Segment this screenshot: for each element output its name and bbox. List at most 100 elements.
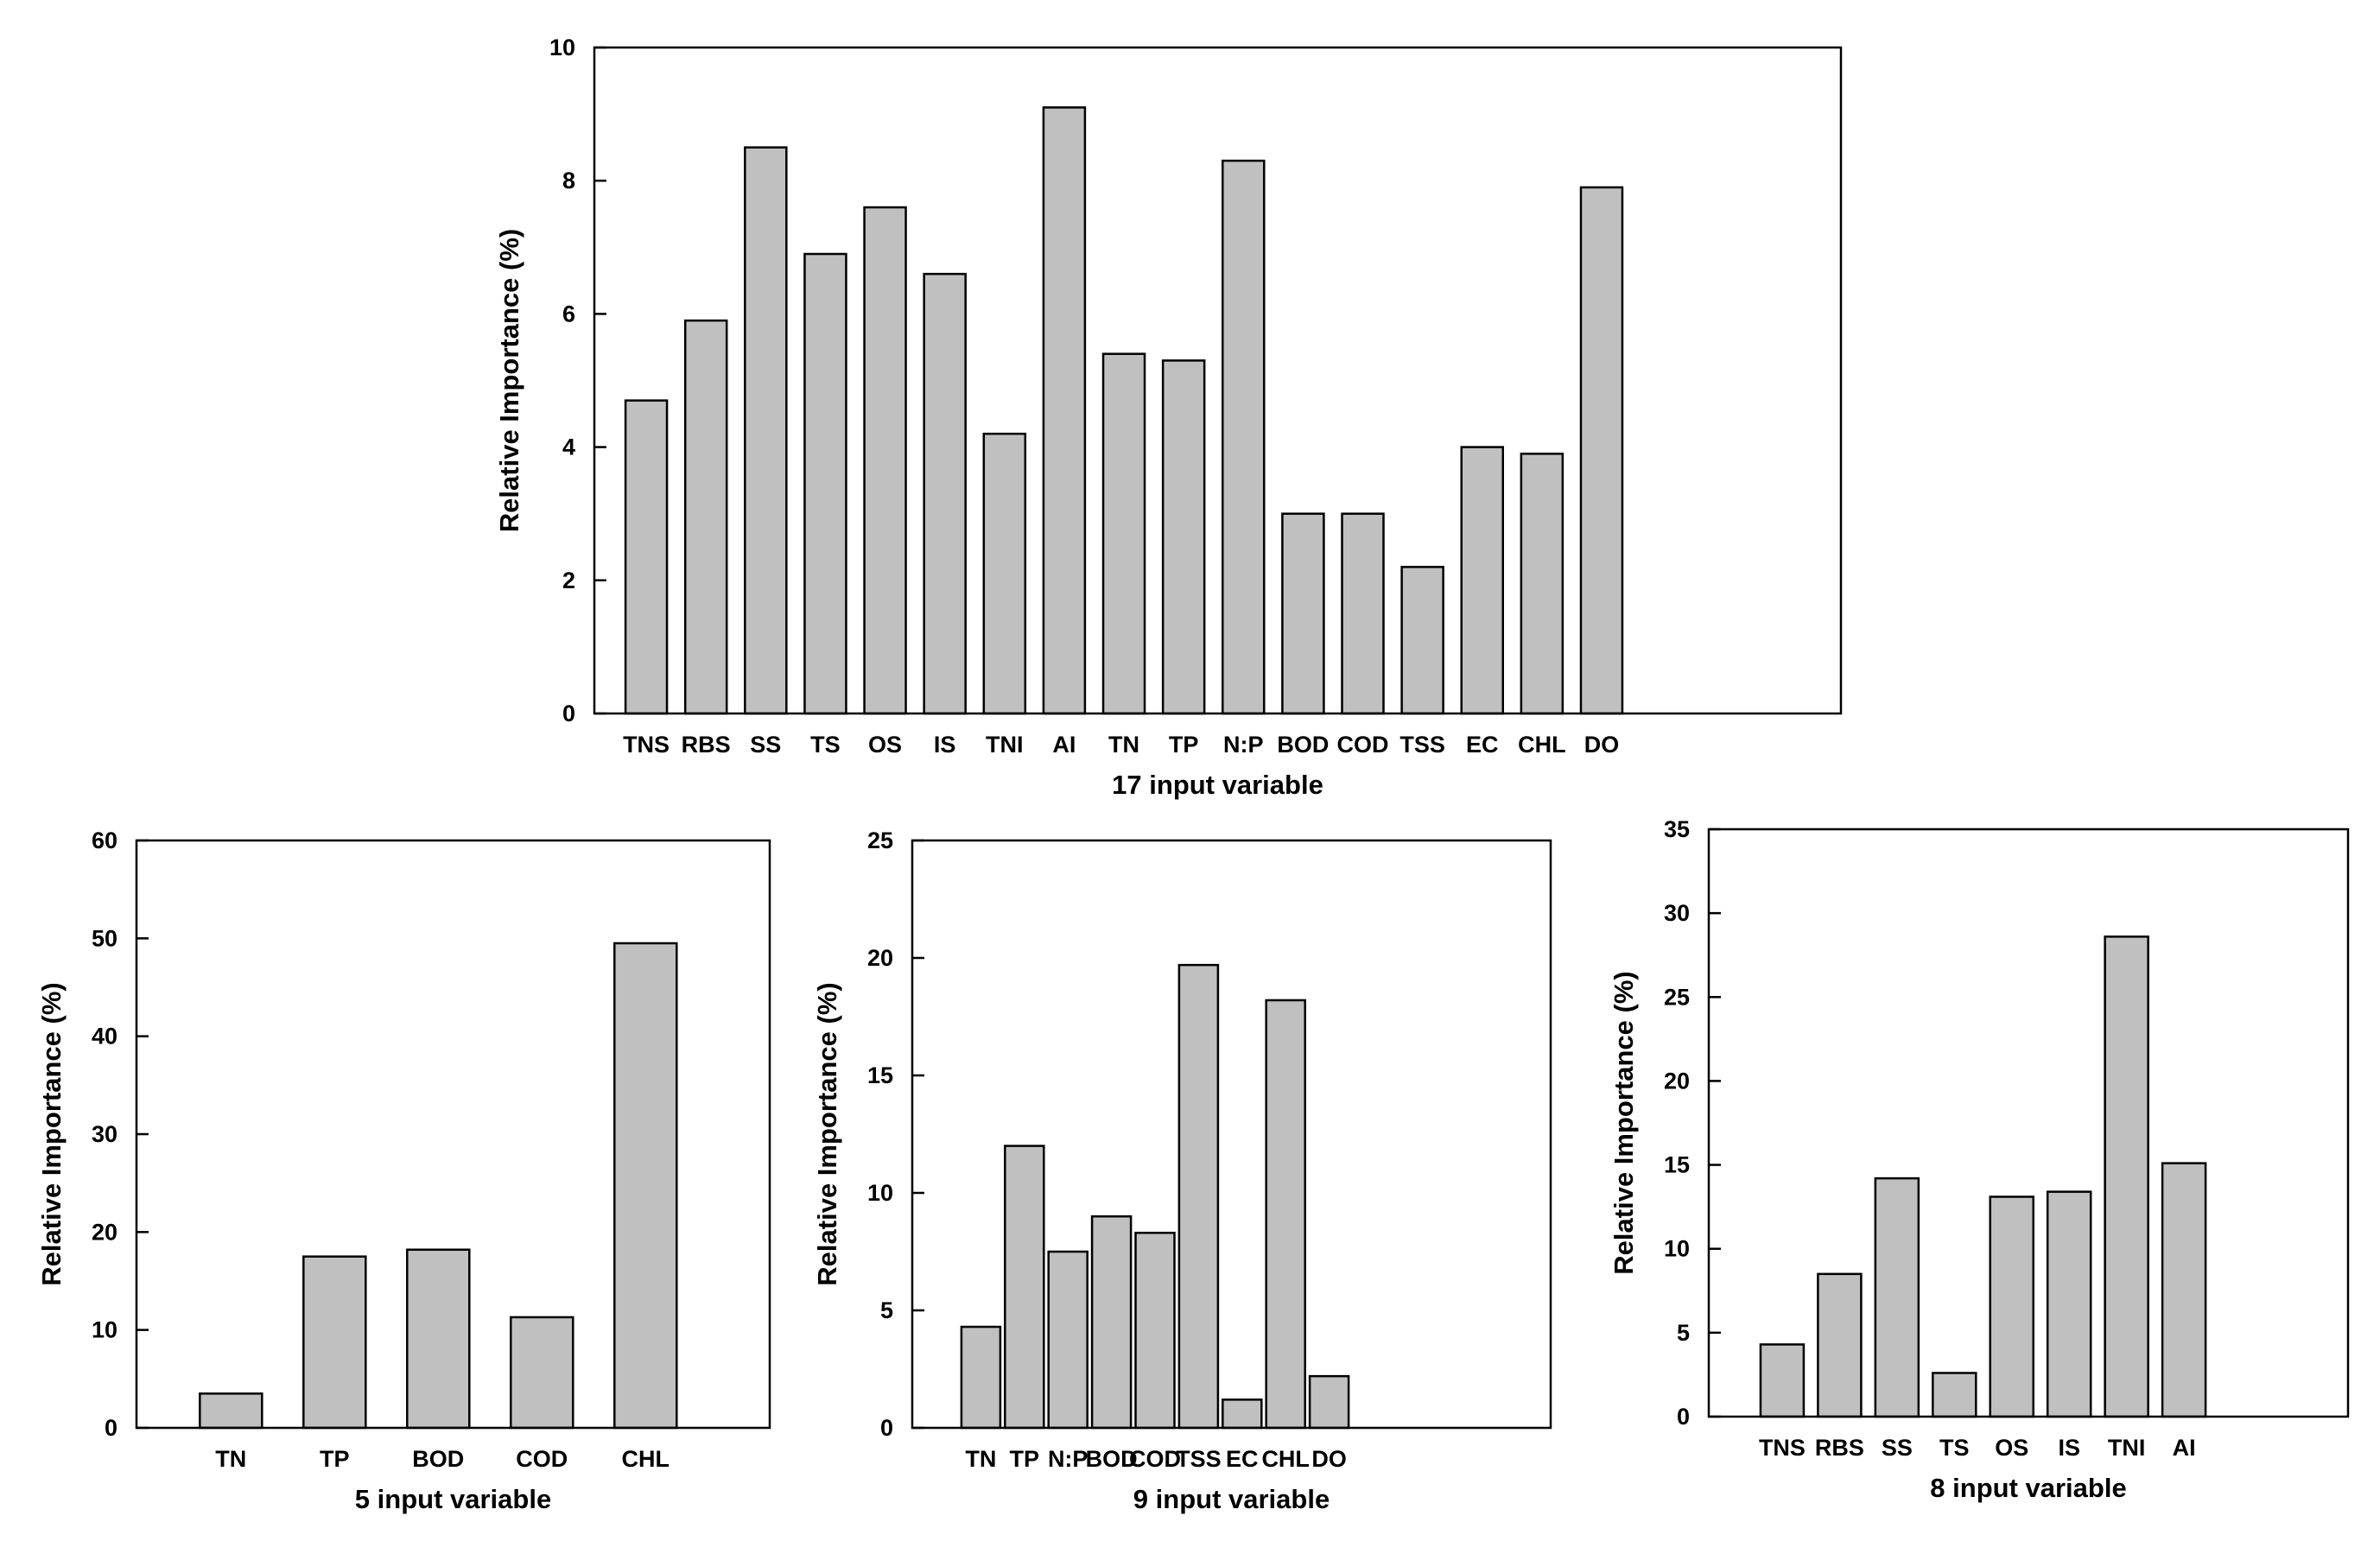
bar-SS (1874, 1176, 1920, 1418)
x-axis-title: 9 input variable (1133, 1484, 1330, 1514)
bar-TP (1161, 359, 1206, 715)
bar-DO (1308, 1374, 1350, 1430)
x-tick-label: TSS (1176, 1446, 1222, 1472)
x-tick-label: BOD (1086, 1446, 1138, 1472)
bar-OS (1989, 1195, 2034, 1418)
bar-EC (1460, 446, 1505, 715)
bar-IS (923, 272, 967, 715)
y-tick-label: 5 (1677, 1320, 1690, 1346)
y-tick-label: 0 (880, 1415, 893, 1441)
bar-COD (1134, 1231, 1176, 1430)
y-tick-label: 0 (105, 1415, 117, 1441)
y-tick-label: 50 (92, 925, 117, 951)
x-tick-label: EC (1226, 1446, 1259, 1472)
y-tick-label: 10 (1664, 1236, 1690, 1262)
bar-TNS (1759, 1343, 1806, 1418)
y-tick-label: 35 (1664, 816, 1690, 842)
bar-COD (510, 1316, 574, 1430)
y-axis-title: Relative Importance (%) (36, 982, 67, 1285)
x-tick-label: OS (868, 732, 902, 758)
x-tick-label: TNI (2108, 1435, 2146, 1461)
bar-TN (1101, 352, 1146, 715)
y-tick-label: 25 (867, 828, 893, 853)
bar-N:P (1047, 1250, 1088, 1430)
y-axis-title: Relative Importance (%) (1609, 971, 1639, 1274)
bar-TS (1932, 1372, 1977, 1418)
y-tick-label: 5 (880, 1297, 893, 1323)
bar-BOD (406, 1248, 471, 1430)
y-axis-title: Relative Importance (%) (494, 229, 524, 532)
y-tick-label: 10 (549, 35, 575, 60)
x-tick-label: BOD (412, 1446, 464, 1472)
chart-17-input-variable: TNS RBS SS TS OS IS TNI AI TN TP N:P BOD COD TSS EC CHL… (494, 35, 1843, 800)
y-tick-label: 2 (562, 568, 575, 593)
x-tick-label: COD (1129, 1446, 1181, 1472)
y-tick-label: 30 (1664, 900, 1690, 926)
x-tick-label: TNS (1759, 1435, 1806, 1461)
x-tick-label: TSS (1399, 732, 1445, 758)
bar-RBS (683, 319, 728, 715)
x-tick-label: AI (2173, 1435, 2196, 1461)
y-axis-title: Relative Importance (%) (812, 982, 842, 1285)
bar-EC (1222, 1398, 1263, 1430)
x-axis-title: 5 input variable (355, 1484, 551, 1514)
x-tick-label: BOD (1277, 732, 1329, 758)
x-tick-label: TNI (986, 732, 1024, 758)
x-tick-label: TP (1169, 732, 1199, 758)
x-tick-label: AI (1052, 732, 1076, 758)
x-tick-label: RBS (682, 732, 731, 758)
x-tick-label: CHL (1518, 732, 1566, 758)
bar-OS (863, 206, 907, 715)
bar-CHL (613, 942, 678, 1430)
x-tick-label: COD (1337, 732, 1389, 758)
bar-BOD (1090, 1214, 1133, 1430)
x-tick-label: TN (965, 1446, 996, 1472)
bar-RBS (1817, 1272, 1863, 1418)
x-tick-label: IS (2058, 1435, 2080, 1461)
bar-IS (2046, 1190, 2092, 1418)
bar-TS (803, 252, 847, 715)
bar-TN (199, 1392, 263, 1430)
x-tick-label: TS (810, 732, 841, 758)
x-tick-label: TN (1108, 732, 1139, 758)
x-axis-title: 17 input variable (1112, 770, 1323, 800)
x-tick-label: TN (215, 1446, 246, 1472)
x-tick-label: TNS (623, 732, 670, 758)
plot-frame (1707, 828, 2350, 1418)
bar-TNI (2104, 935, 2149, 1418)
bar-CHL (1520, 453, 1564, 715)
y-tick-label: 6 (562, 301, 575, 327)
y-tick-label: 10 (867, 1180, 893, 1206)
plot-frame (911, 839, 1552, 1430)
x-tick-label: TP (320, 1446, 350, 1472)
bar-TP (1004, 1145, 1045, 1430)
y-tick-label: 30 (92, 1121, 117, 1147)
bar-SS (744, 146, 788, 715)
y-tick-label: 20 (92, 1219, 117, 1245)
x-tick-label: DO (1584, 732, 1620, 758)
bar-BOD (1281, 512, 1325, 715)
y-tick-label: 8 (562, 168, 575, 193)
bar-TSS (1400, 566, 1444, 715)
y-tick-label: 0 (1677, 1404, 1690, 1430)
y-tick-label: 10 (92, 1317, 117, 1343)
bar-TNS (624, 399, 669, 715)
x-tick-label: N:P (1223, 732, 1264, 758)
x-tick-label: N:P (1048, 1446, 1088, 1472)
x-tick-label: SS (1882, 1435, 1913, 1461)
y-tick-label: 20 (1664, 1068, 1690, 1094)
x-tick-label: COD (516, 1446, 568, 1472)
x-axis-title: 8 input variable (1930, 1473, 2126, 1503)
x-tick-label: OS (1995, 1435, 2028, 1461)
x-tick-label: RBS (1815, 1435, 1864, 1461)
bar-DO (1579, 186, 1624, 715)
bar-N:P (1222, 159, 1266, 715)
x-tick-label: CHL (622, 1446, 670, 1472)
bar-TN (960, 1325, 1002, 1430)
y-tick-label: 0 (562, 701, 575, 726)
y-tick-label: 20 (867, 945, 893, 971)
y-tick-label: 15 (1664, 1152, 1690, 1178)
x-tick-label: IS (934, 732, 956, 758)
